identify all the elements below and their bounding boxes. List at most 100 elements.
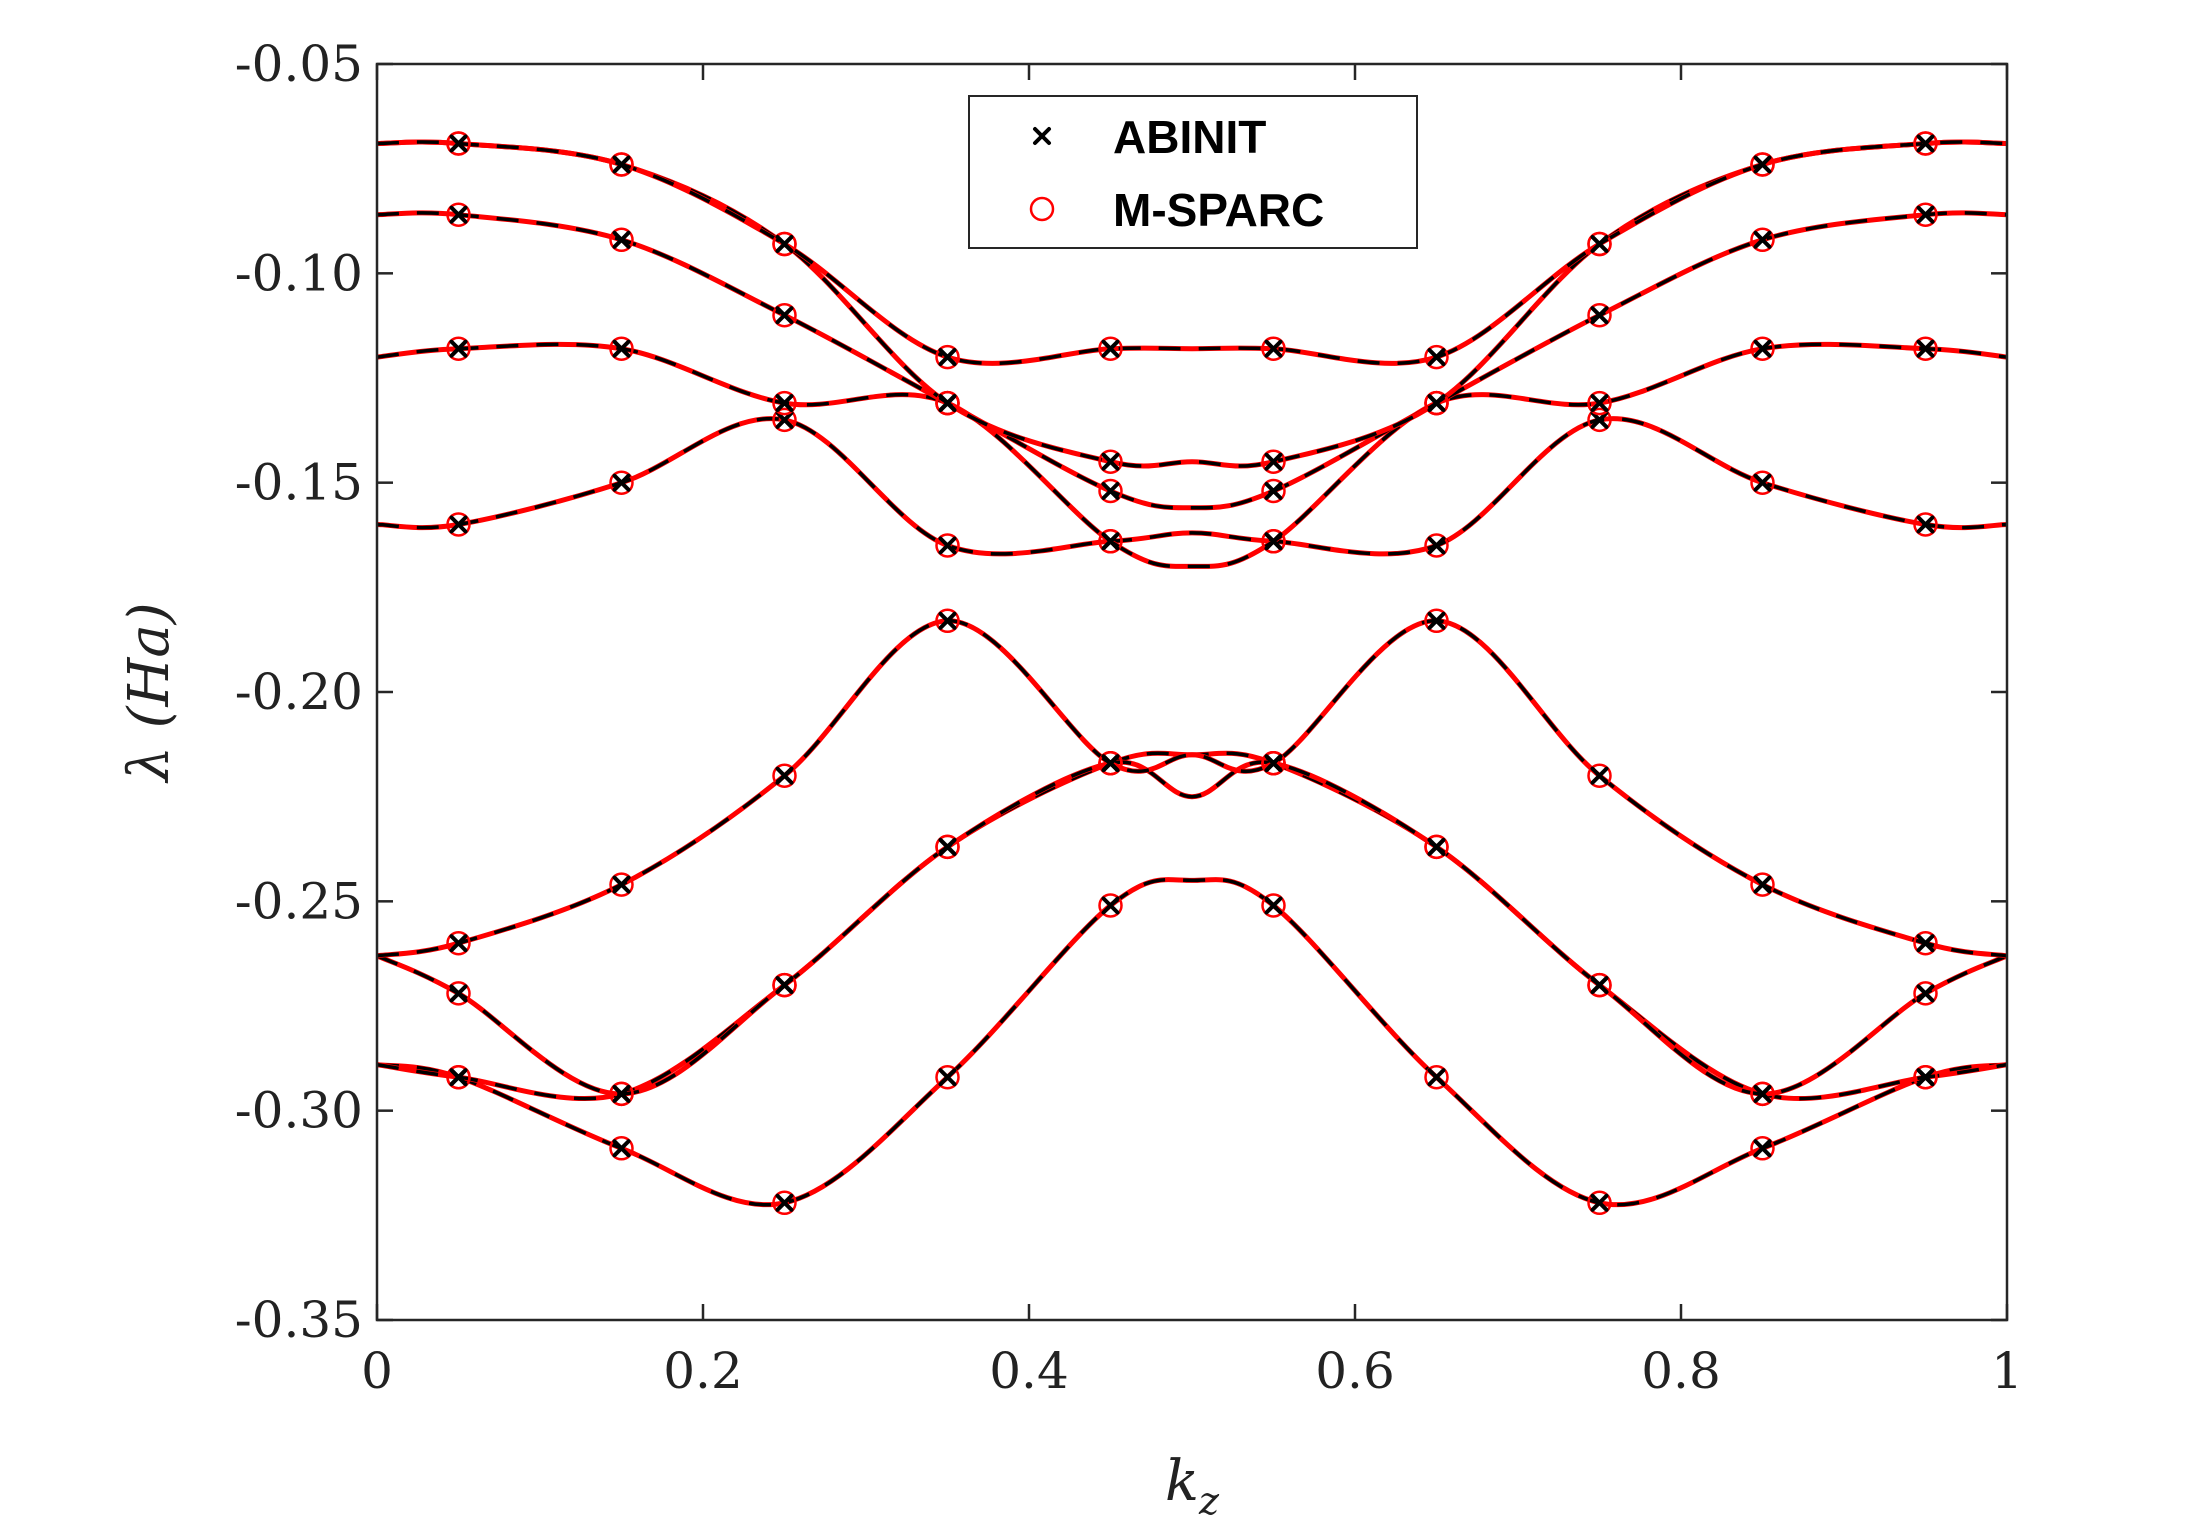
marker-m-sparc — [446, 981, 471, 1006]
marker-abinit — [1101, 532, 1120, 551]
marker-abinit — [1427, 394, 1446, 413]
marker-abinit — [775, 410, 794, 429]
x-tick-label: 0.8 — [1641, 1342, 1721, 1400]
marker-abinit — [1101, 482, 1120, 500]
marker-m-sparc — [609, 470, 634, 495]
marker-m-sparc — [1424, 344, 1449, 370]
marker-m-sparc — [1261, 336, 1286, 361]
marker-m-sparc — [1424, 608, 1449, 634]
y-tick-label: -0.30 — [235, 1082, 363, 1140]
legend-label-abinit: ABINIT — [1113, 111, 1266, 163]
marker-m-sparc — [1913, 512, 1938, 537]
marker-abinit — [775, 306, 794, 325]
marker-m-sparc — [1587, 972, 1612, 998]
marker-m-sparc — [1424, 1064, 1449, 1090]
marker-abinit — [1427, 611, 1446, 630]
marker-abinit — [1101, 452, 1120, 471]
marker-m-sparc — [1098, 449, 1123, 474]
marker-abinit — [1753, 1084, 1772, 1103]
marker-abinit — [938, 837, 957, 856]
marker-m-sparc — [1913, 930, 1938, 956]
marker-m-sparc — [1913, 131, 1938, 156]
marker-m-sparc — [1750, 1081, 1775, 1107]
marker-abinit — [1753, 473, 1772, 492]
marker-m-sparc — [609, 152, 634, 177]
marker-abinit — [938, 536, 957, 555]
marker-abinit — [449, 984, 468, 1003]
marker-m-sparc — [446, 512, 471, 537]
marker-abinit — [938, 394, 957, 413]
legend: ABINIT M-SPARC — [968, 95, 1418, 249]
marker-abinit — [449, 134, 468, 153]
marker-m-sparc — [1098, 478, 1123, 504]
marker-abinit — [1427, 837, 1446, 856]
legend-label-m-sparc: M-SPARC — [1113, 184, 1324, 236]
marker-abinit — [612, 1084, 631, 1103]
marker-m-sparc — [1261, 893, 1286, 918]
marker-m-sparc — [1750, 152, 1775, 177]
y-tick-label: -0.15 — [235, 454, 363, 512]
y-tick-label: -0.05 — [235, 35, 363, 93]
marker-abinit — [1753, 230, 1772, 249]
marker-m-sparc — [609, 227, 634, 253]
marker-abinit — [612, 1139, 631, 1158]
y-tick-label: -0.20 — [235, 663, 363, 721]
marker-m-sparc — [935, 608, 960, 634]
marker-abinit — [1264, 339, 1283, 358]
marker-m-sparc — [1098, 336, 1123, 361]
marker-abinit — [1590, 410, 1609, 429]
marker-m-sparc — [1261, 529, 1286, 554]
marker-abinit — [449, 934, 468, 953]
marker-abinit — [612, 875, 631, 894]
marker-m-sparc — [1261, 750, 1286, 776]
marker-m-sparc — [1424, 533, 1449, 558]
marker-abinit — [449, 515, 468, 534]
marker-abinit — [1264, 532, 1283, 551]
marker-m-sparc — [772, 1190, 797, 1216]
marker-abinit — [1753, 155, 1772, 174]
marker-m-sparc — [1261, 478, 1286, 504]
marker-abinit — [1590, 766, 1609, 785]
marker-m-sparc — [609, 336, 634, 361]
legend-marker-abinit — [1033, 127, 1051, 145]
marker-m-sparc — [1750, 1136, 1775, 1161]
marker-m-sparc — [1098, 750, 1123, 776]
marker-abinit — [1753, 875, 1772, 894]
marker-m-sparc — [772, 972, 797, 998]
marker-abinit — [1590, 235, 1609, 253]
marker-abinit — [1916, 134, 1935, 153]
marker-abinit — [612, 339, 631, 358]
marker-m-sparc — [609, 1136, 634, 1161]
marker-m-sparc — [446, 131, 471, 156]
band-line-abinit-3 — [376, 760, 2008, 1096]
marker-abinit — [612, 155, 631, 174]
marker-m-sparc — [935, 1064, 960, 1090]
marker-m-sparc — [446, 202, 471, 227]
marker-m-sparc — [1750, 872, 1775, 897]
marker-m-sparc — [772, 390, 797, 416]
y-tick-label: -0.25 — [235, 872, 363, 930]
marker-m-sparc — [1261, 449, 1286, 474]
marker-m-sparc — [935, 390, 960, 416]
marker-m-sparc — [446, 1064, 471, 1090]
marker-abinit — [775, 1193, 794, 1212]
marker-abinit — [1590, 976, 1609, 995]
marker-m-sparc — [1098, 529, 1123, 554]
band-line-abinit-1 — [376, 877, 2008, 1207]
marker-m-sparc — [1098, 893, 1123, 918]
marker-m-sparc — [772, 763, 797, 788]
marker-abinit — [1101, 896, 1120, 915]
legend-marker-m-sparc — [1029, 196, 1055, 222]
marker-m-sparc — [1587, 302, 1612, 328]
marker-m-sparc — [1913, 202, 1938, 227]
marker-abinit — [938, 611, 957, 630]
marker-abinit — [1590, 1193, 1609, 1212]
marker-m-sparc — [446, 336, 471, 361]
marker-abinit — [1264, 896, 1283, 915]
markers-layer — [446, 131, 1938, 1216]
marker-m-sparc — [1587, 763, 1612, 788]
marker-m-sparc — [935, 834, 960, 860]
marker-abinit — [775, 766, 794, 785]
ticks-layer: 0 0.2 0.4 0.6 0.8 1 -0.05 -0.10 -0.15 -0.20 -0.25 -… — [235, 35, 2023, 1400]
